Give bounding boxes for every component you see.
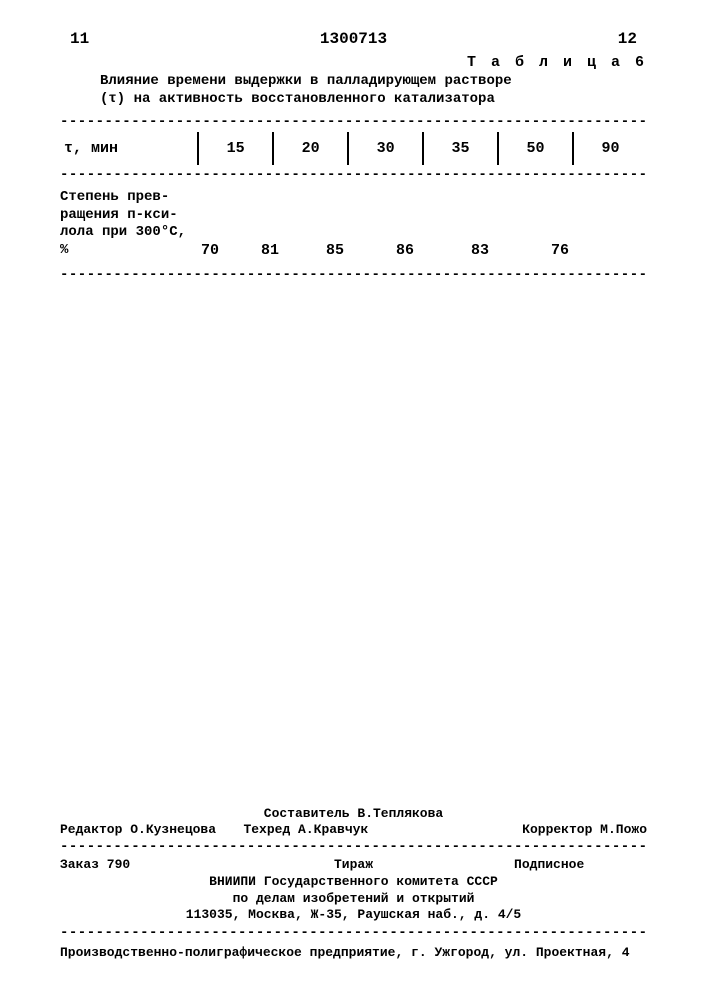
col-header: 50 [498, 132, 573, 165]
col-header: 90 [573, 132, 647, 165]
data-table-header: τ, мин 15 20 30 35 50 90 [60, 132, 647, 165]
corrector-name: Корректор М.Пожо [464, 822, 647, 837]
table-divider: ----------------------------------------… [60, 114, 647, 130]
data-cell: 81 [240, 242, 300, 259]
footer-divider: ----------------------------------------… [60, 839, 647, 855]
col-header: 30 [348, 132, 423, 165]
institution-line-2: по делам изобретений и открытий [60, 891, 647, 907]
row-header-label: τ, мин [60, 132, 198, 165]
podpisnoe: Подписное [451, 857, 647, 872]
col-header: 20 [273, 132, 348, 165]
col-header: 15 [198, 132, 273, 165]
table-divider: ----------------------------------------… [60, 167, 647, 183]
footer-divider: ----------------------------------------… [60, 925, 647, 941]
table-title: Т а б л и ц а 6 [60, 54, 647, 71]
compiler-line: Составитель В.Теплякова [60, 806, 647, 822]
col-header: 35 [423, 132, 498, 165]
data-row: Степень прев- ращения п-кси- лола при 30… [60, 185, 647, 265]
editor-name: Редактор О.Кузнецова [60, 822, 243, 837]
printer-line: Производственно-полиграфическое предприя… [60, 945, 647, 960]
order-number: Заказ 790 [60, 857, 256, 872]
data-cell: 76 [520, 242, 600, 259]
institution-line-1: ВНИИПИ Государственного комитета СССР [60, 874, 647, 890]
tech-name: Техред А.Кравчук [243, 822, 463, 837]
data-cell: 70 [180, 242, 240, 259]
caption-line-2: (τ) на активность восстановленного катал… [100, 91, 647, 109]
caption-line-1: Влияние времени выдержки в палладирующем… [100, 73, 647, 91]
data-cell: 83 [440, 242, 520, 259]
tirazh: Тираж [256, 857, 452, 872]
address-line: 113035, Москва, Ж-35, Раушская наб., д. … [60, 907, 647, 923]
data-cell: 85 [300, 242, 370, 259]
footer-block: Составитель В.Теплякова Редактор О.Кузне… [60, 806, 647, 960]
data-cell: 86 [370, 242, 440, 259]
table-divider: ----------------------------------------… [60, 267, 647, 283]
document-number: 1300713 [0, 30, 707, 48]
